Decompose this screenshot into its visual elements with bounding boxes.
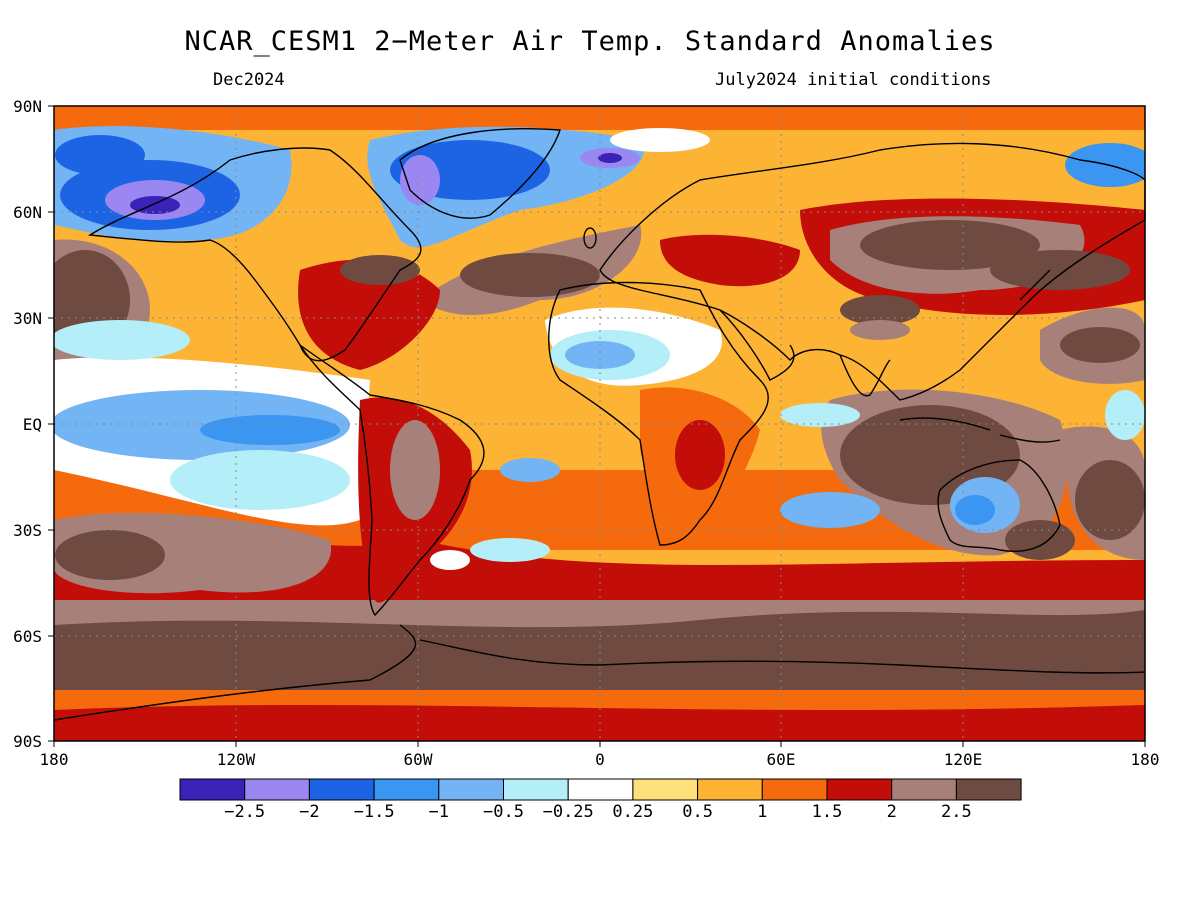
colorbar-swatch — [891, 778, 957, 801]
colorbar-label: 0.25 — [612, 802, 654, 822]
colorbar-swatch — [567, 778, 634, 801]
colorbar-swatch — [244, 778, 310, 801]
colorbar-label: −0.25 — [542, 802, 594, 822]
colorbar-label: −2 — [299, 802, 320, 822]
colorbar-swatch — [955, 778, 1022, 801]
colorbar-swatch — [632, 778, 699, 801]
initial-conditions: July2024 initial conditions — [715, 70, 992, 90]
colorbar-label: 0.5 — [682, 802, 713, 822]
lon-label-120e: 120E — [943, 750, 983, 769]
lat-label-eq: EQ — [22, 415, 42, 434]
colorbar-swatch — [826, 778, 893, 801]
lon-label-180e: 180 — [1130, 750, 1160, 769]
colorbar-label: −1 — [428, 802, 450, 822]
colorbar-swatch — [761, 778, 828, 801]
lat-label-60n: 60N — [13, 203, 42, 222]
colorbar-label: 2.5 — [941, 802, 972, 822]
colorbar-swatch — [697, 778, 763, 801]
colorbar-swatch — [179, 778, 246, 801]
colorbar-swatch — [373, 778, 440, 801]
colorbar-label: −2.5 — [224, 802, 266, 822]
anomaly-field — [54, 106, 1145, 741]
lon-label-0: 0 — [595, 750, 605, 769]
lat-label-60s: 60S — [13, 627, 42, 646]
colorbar — [179, 778, 1022, 801]
lat-label-90s: 90S — [13, 732, 42, 751]
lat-lon-grid — [54, 106, 1145, 741]
map-title: NCAR_CESM1 2−Meter Air Temp. Standard An… — [184, 26, 996, 57]
colorbar-label: −1.5 — [353, 802, 395, 822]
lat-label-90n: 90N — [13, 97, 42, 116]
lon-label-180w: 180 — [39, 750, 69, 769]
colorbar-swatch — [438, 778, 504, 801]
colorbar-label: 1 — [757, 802, 768, 822]
lat-label-30n: 30N — [13, 309, 42, 328]
lon-label-60e: 60E — [766, 750, 796, 769]
lat-label-30s: 30S — [13, 521, 42, 540]
lon-label-120w: 120W — [216, 750, 256, 769]
lon-label-60w: 60W — [403, 750, 433, 769]
colorbar-swatch — [503, 778, 569, 801]
axis-ticks — [48, 105, 1146, 747]
colorbar-label: −0.5 — [483, 802, 524, 822]
coastlines — [53, 128, 1146, 721]
colorbar-swatch — [308, 778, 375, 801]
colorbar-label: 2 — [886, 802, 897, 822]
colorbar-label: 1.5 — [811, 802, 843, 822]
forecast-month: Dec2024 — [213, 70, 285, 90]
